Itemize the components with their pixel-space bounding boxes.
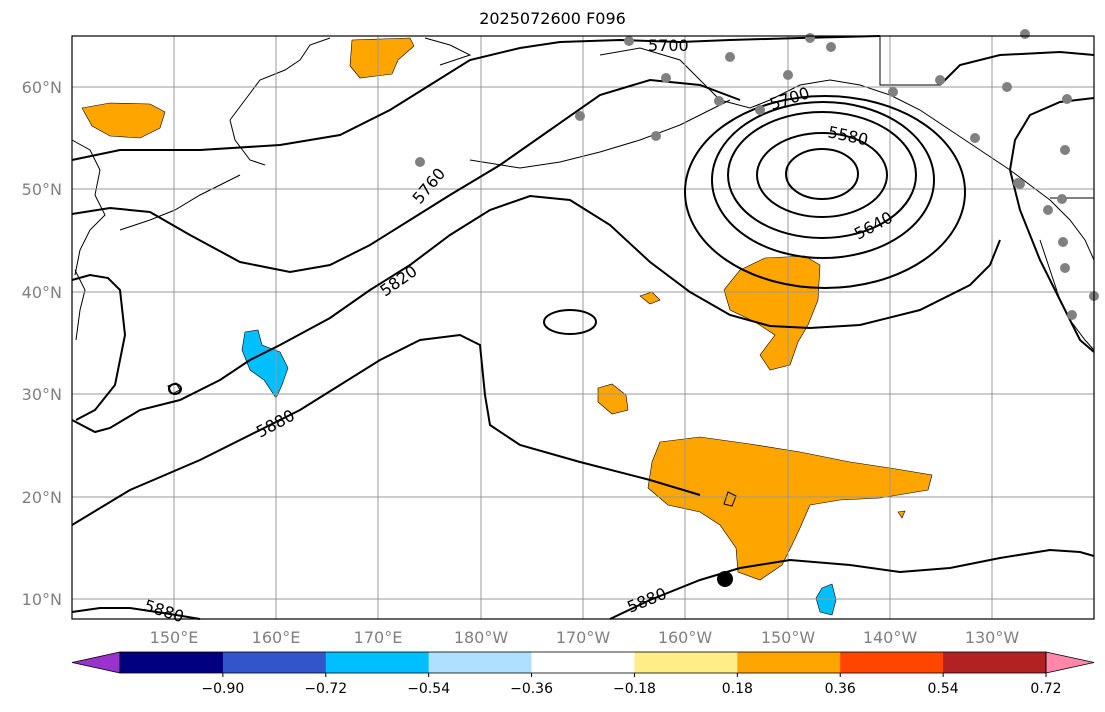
station-marker [935,75,945,85]
lon-tick-label: 160°E [252,628,301,647]
colorbar-frame [119,651,1047,674]
highlighted-station-marker [717,571,733,587]
lon-tick-label: 150°W [761,628,816,647]
station-marker [805,33,815,43]
lon-tick-label: 130°W [965,628,1020,647]
colorbar-segment [531,652,635,673]
positive-anomaly-patch [647,436,933,581]
station-marker [1058,237,1068,247]
colorbar-segment [428,652,533,673]
lon-tick-label: 140°W [863,628,918,647]
height-contours [71,35,1095,620]
colorbar-tick-label: 0.18 [722,681,753,697]
station-marker [1002,82,1012,92]
station-marker [783,70,793,80]
colorbar-tick-label: −0.90 [201,681,244,697]
colorbar-tick-label: 0.54 [928,681,959,697]
station-marker [1067,310,1077,320]
station-marker [1043,205,1053,215]
station-marker [575,111,585,121]
lon-tick-label: 170°W [556,628,611,647]
lat-tick-label: 60°N [22,78,62,97]
colorbar-tick-label: −0.72 [304,681,347,697]
station-marker [826,42,836,52]
colorbar-tick-label: 0.36 [825,681,856,697]
lon-tick-label: 180°W [454,628,509,647]
station-marker [1060,263,1070,273]
lat-tick-label: 40°N [22,283,62,302]
station-marker [1015,179,1025,189]
positive-anomaly-patch [639,291,661,305]
lon-tick-label: 160°W [658,628,713,647]
station-marker [1020,29,1030,39]
station-marker [1057,194,1067,204]
colorbar: −0.90 −0.72 −0.54 −0.36 −0.18 0.18 0.36 0.54 0.7… [71,651,1095,697]
colorbar-segment [840,652,944,673]
map-title: 2025072600 F096 [479,9,626,28]
station-marker [725,52,735,62]
lat-tick-label: 30°N [22,385,62,404]
positive-anomaly-patch [723,255,821,371]
station-marker [1062,94,1072,104]
contour-label: 5700 [648,36,689,55]
colorbar-tick-label: 0.72 [1030,681,1061,697]
station-marker [1060,145,1070,155]
colorbar-segment [634,652,738,673]
positive-anomaly-patch [349,37,415,79]
graticule [72,36,1094,619]
colorbar-extend-high [1045,651,1095,674]
station-marker [651,131,661,141]
station-marker [624,36,634,46]
positive-anomaly-patch [597,383,629,415]
station-marker [888,87,898,97]
colorbar-segment [120,652,224,673]
positive-anomaly-patch [897,510,906,519]
colorbar-segment [737,652,841,673]
longitude-ticks: 150°E 160°E 170°E 180°W 170°W 160°W 150°… [150,628,1020,647]
lon-tick-label: 170°E [354,628,403,647]
colorbar-segment [222,652,327,673]
lat-tick-label: 20°N [22,488,62,507]
station-marker [415,157,425,167]
colorbar-segment [943,652,1047,673]
map-frame [71,35,1095,620]
latitude-ticks: 60°N 50°N 40°N 30°N 20°N 10°N [22,78,62,609]
map-panel: 5700 5700 5580 5640 5760 5820 5880 5880 … [71,29,1099,626]
station-marker [970,133,980,143]
lon-tick-label: 150°E [150,628,199,647]
lat-tick-label: 50°N [22,180,62,199]
positive-anomaly-patch [81,102,166,139]
station-marker [661,73,671,83]
colorbar-segment [325,652,430,673]
colorbar-extend-low [71,651,121,674]
lat-tick-label: 10°N [22,590,62,609]
colorbar-tick-label: −0.18 [613,681,656,697]
colorbar-tick-label: −0.36 [510,681,553,697]
station-marker [755,105,765,115]
colorbar-tick-label: −0.54 [407,681,450,697]
station-marker [714,96,724,106]
